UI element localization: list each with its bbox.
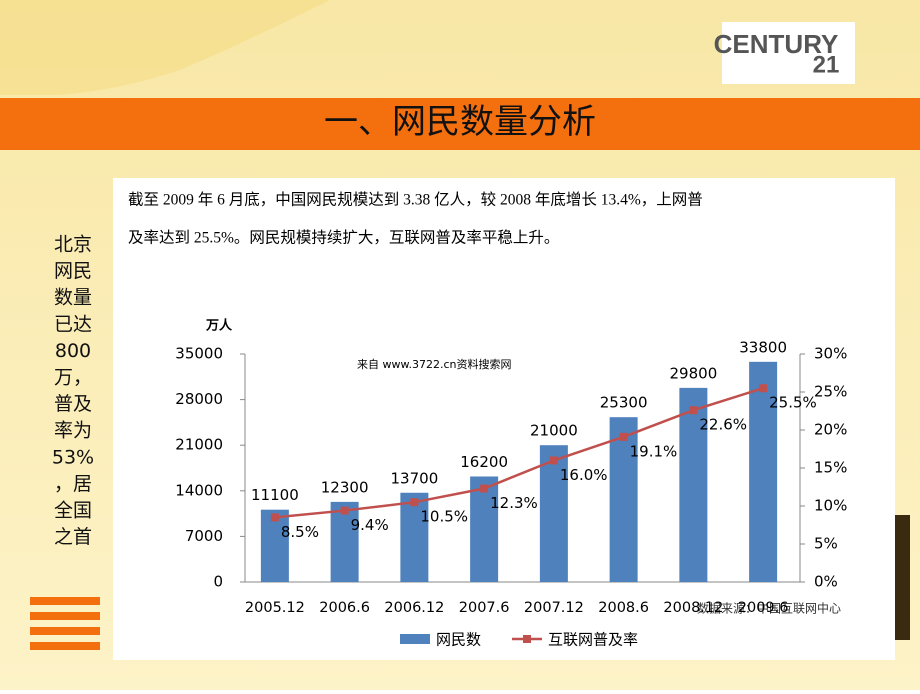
decor <box>30 515 910 650</box>
bar-value-label: 21000 <box>530 422 578 440</box>
x-tick-label: 2009.6 <box>738 600 789 616</box>
side-note-line: 率为 <box>54 420 92 442</box>
stripe <box>30 642 100 650</box>
line-marker <box>340 506 349 515</box>
y2-tick-label: 10% <box>814 497 847 515</box>
legend-marker <box>523 635 531 643</box>
side-note-line: ，居 <box>54 473 92 495</box>
stripe <box>30 612 100 620</box>
chart-panel <box>113 178 895 660</box>
legend-label: 互联网普及率 <box>548 631 638 649</box>
x-tick-label: 2008.12 <box>663 600 723 616</box>
floral-decor <box>0 0 330 95</box>
bar-value-label: 16200 <box>460 453 508 471</box>
line-marker <box>410 498 419 507</box>
y2-tick-label: 30% <box>814 345 847 363</box>
y-tick-label: 7000 <box>185 527 223 545</box>
bar-value-label: 29800 <box>670 364 718 382</box>
y-tick-label: 14000 <box>175 481 223 499</box>
side-note-line: 网民 <box>54 260 92 282</box>
side-note-line: 北京 <box>54 234 92 256</box>
side-note-line: 数量 <box>54 287 92 309</box>
line-value-label: 9.4% <box>351 516 389 534</box>
line-marker <box>270 513 279 522</box>
line-marker <box>619 432 628 441</box>
line <box>274 387 764 519</box>
bar <box>400 492 429 582</box>
y-tick-label: 35000 <box>175 345 223 363</box>
y-tick-label: 28000 <box>175 390 223 408</box>
line-value-label: 12.3% <box>490 494 538 512</box>
bar <box>470 476 499 582</box>
side-note-line: 53% <box>52 446 94 468</box>
bar <box>679 387 708 582</box>
bar-value-label: 25300 <box>600 394 648 412</box>
x-tick-label: 2007.6 <box>459 600 510 616</box>
y2-tick-label: 25% <box>814 383 847 401</box>
bar <box>609 417 638 582</box>
x-tick-label: 2006.6 <box>319 600 370 616</box>
side-note-line: 普及 <box>54 393 92 415</box>
line-marker <box>759 384 768 393</box>
y2-tick-label: 5% <box>814 535 838 553</box>
x-tick-label: 2008.6 <box>598 600 649 616</box>
slide-title: 一、网民数量分析 <box>324 103 596 141</box>
x-tick-label: 2005.12 <box>245 600 305 616</box>
bar-value-label: 12300 <box>321 478 369 496</box>
watermark: 来自 www.3722.cn资料搜索网 <box>357 357 511 371</box>
line-marker <box>480 484 489 493</box>
side-note-line: 全国 <box>54 500 92 522</box>
stripe <box>30 627 100 635</box>
side-note-line: 已达 <box>54 313 92 335</box>
bar <box>539 445 568 582</box>
bar-value-label: 33800 <box>739 338 787 356</box>
y-unit: 万人 <box>205 318 233 334</box>
bar <box>260 509 289 582</box>
line-value-label: 19.1% <box>630 442 678 460</box>
title-band <box>0 98 920 150</box>
bar-value-label: 13700 <box>391 469 439 487</box>
plot: 0 7000 14000 21000 28000 35000 0% 5% 10% 15% 20% 25… <box>175 338 847 648</box>
y2-tick-label: 15% <box>814 459 847 477</box>
side-note-line: 800 <box>55 340 91 362</box>
stripe <box>30 597 100 605</box>
line-marker <box>689 406 698 415</box>
line-value-label: 25.5% <box>769 394 817 412</box>
x-tick-label: 2007.12 <box>524 600 584 616</box>
bar <box>749 361 778 582</box>
x-tick-label: 2006.12 <box>384 600 444 616</box>
line-value-label: 10.5% <box>420 508 468 526</box>
intro-line: 及率达到 25.5%。网民规模持续扩大，互联网普及率平稳上升。 <box>128 229 559 247</box>
logo-box <box>722 22 855 84</box>
line-value-label: 22.6% <box>699 416 747 434</box>
line-marker <box>549 456 558 465</box>
side-note-line: 之首 <box>54 526 92 548</box>
side-note-line: 万， <box>54 367 92 389</box>
logo-number: 21 <box>813 51 840 78</box>
y2-tick-label: 20% <box>814 421 847 439</box>
y-tick-label: 21000 <box>175 436 223 454</box>
legend-label: 网民数 <box>436 631 481 649</box>
source: 数据来源：中国互联网中心 <box>697 601 841 616</box>
line-value-label: 8.5% <box>281 523 319 541</box>
line-value-label: 16.0% <box>560 466 608 484</box>
y2-tick-label: 0% <box>814 573 838 591</box>
bar <box>330 501 359 582</box>
y-tick-label: 0 <box>213 573 223 591</box>
intro-line: 截至 2009 年 6 月底，中国网民规模达到 3.38 亿人，较 2008 年… <box>128 191 703 209</box>
legend-swatch <box>400 634 430 644</box>
bar-value-label: 11100 <box>251 486 299 504</box>
stripe <box>893 515 910 640</box>
logo-word: CENTURY <box>714 29 839 59</box>
